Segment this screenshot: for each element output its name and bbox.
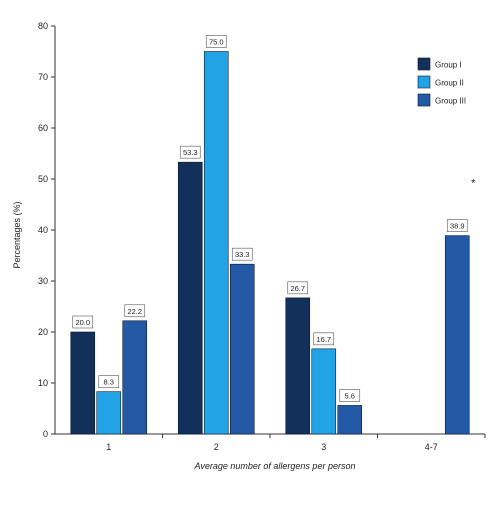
x-tick-label: 3 [321, 442, 326, 452]
significance-marker: * [471, 178, 476, 190]
data-label-box [179, 145, 201, 159]
y-tick-label: 20 [38, 327, 48, 337]
data-label-box [231, 247, 253, 261]
legend-label: Group I [435, 61, 462, 70]
bar [311, 348, 337, 435]
bar [203, 51, 229, 435]
x-tick-label: 4-7 [425, 442, 438, 452]
data-label: 20.0 [75, 318, 90, 327]
data-label: 53.3 [183, 148, 198, 157]
x-axis-title: Average number of allergens per person [194, 461, 356, 471]
x-tick-label: 1 [106, 442, 111, 452]
data-label: 75.0 [209, 38, 224, 47]
data-label: 38.9 [450, 222, 465, 231]
bar [96, 391, 122, 435]
data-label-box [205, 35, 227, 48]
data-label-box [339, 389, 361, 402]
data-label-box [446, 219, 468, 232]
bar [177, 161, 203, 435]
data-label: 22.2 [127, 307, 142, 316]
data-label-box [313, 332, 335, 346]
bar [337, 405, 363, 435]
y-tick-label: 80 [38, 21, 48, 31]
bar [444, 235, 470, 435]
legend: Group I Group II Group III [417, 57, 466, 107]
bar [122, 320, 148, 435]
data-label-box [124, 304, 146, 318]
y-tick-label: 70 [38, 72, 48, 82]
y-tick-label: 60 [38, 123, 48, 133]
legend-swatch [417, 57, 431, 71]
legend-swatch [417, 93, 431, 107]
y-tick-label: 30 [38, 276, 48, 286]
data-label: 26.7 [290, 284, 305, 293]
y-tick-label: 10 [38, 378, 48, 388]
y-axis-title: Percentages (%) [12, 201, 22, 268]
y-tick-label: 50 [38, 174, 48, 184]
bar [70, 331, 96, 435]
bar [229, 263, 255, 435]
data-label-box [98, 375, 120, 388]
x-tick-label: 2 [214, 442, 219, 452]
legend-swatch [417, 75, 431, 89]
data-label-box [287, 281, 309, 295]
data-label: 5.6 [345, 391, 355, 400]
legend-label: Group II [435, 79, 464, 88]
data-labels: 20.0 8.3 22.2 53.3 75.0 33.3 26.7 16.7 5.6 38.9 * [72, 35, 476, 402]
data-label: 33.3 [235, 250, 250, 259]
data-label: 16.7 [316, 335, 331, 344]
bars [70, 51, 470, 435]
y-tick-label: 40 [38, 225, 48, 235]
legend-label: Group III [435, 97, 466, 106]
data-label: 8.3 [104, 378, 114, 387]
data-label-box [72, 315, 94, 329]
y-tick-label: 0 [43, 429, 48, 439]
bar [285, 297, 311, 435]
